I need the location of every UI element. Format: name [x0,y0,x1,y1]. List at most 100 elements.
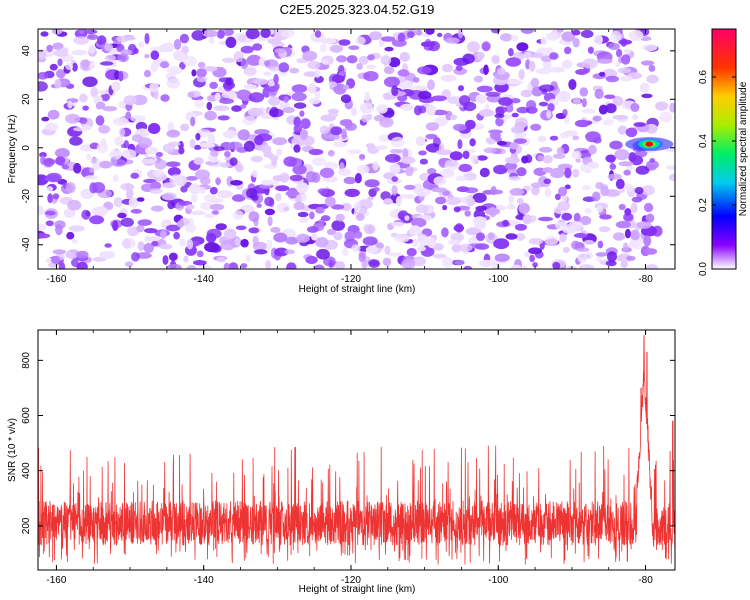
colorbar-tick-label: 0.2 [698,198,709,212]
heatmap-cell [130,208,142,214]
heatmap-cell [92,206,108,217]
heatmap-cell [67,100,73,109]
heatmap-cell [445,159,458,167]
heatmap-cell [415,85,429,91]
heatmap-cell [458,29,463,39]
heatmap-cell [620,75,633,82]
heatmap-cell [180,185,188,193]
heatmap-cell [319,43,327,53]
x-tick-label: -80 [638,274,653,285]
heatmap-cell [469,138,476,147]
heatmap-cell [102,106,118,112]
heatmap-cell [191,30,206,41]
heatmap-cell [514,223,528,231]
heatmap-cell [404,215,410,221]
heatmap-cell [581,98,587,108]
heatmap-cell [39,152,47,158]
snr-frame [37,329,676,571]
heatmap-cell [252,235,259,247]
heatmap-cell [224,151,231,158]
heatmap-cell [237,129,251,141]
heatmap-cell [571,150,582,159]
heatmap-cell [618,161,634,167]
heatmap-cell [278,62,290,73]
heatmap-cell [223,262,230,269]
heatmap-cell [465,227,482,236]
heatmap-cell [100,93,110,102]
heatmap-y-label: Frequency (Hz) [7,115,18,184]
heatmap-cell [507,79,524,85]
heatmap-cell [584,208,592,214]
heatmap-cell [178,238,187,247]
heatmap-cell [221,57,236,64]
heatmap-cell [646,160,659,170]
heatmap-cell [78,29,85,35]
heatmap-cell [72,62,78,72]
heatmap-cell [596,58,613,64]
heatmap-cell [500,33,513,42]
heatmap-cell [203,66,218,72]
heatmap-cell [191,69,197,77]
heatmap-cell [415,29,423,36]
heatmap-cell [582,58,598,69]
heatmap-cell [100,61,114,66]
heatmap-cell [284,249,295,255]
heatmap-cell [373,187,380,192]
heatmap-cell [82,105,89,111]
heatmap-cell [198,264,212,269]
heatmap-cell [579,87,589,97]
heatmap-cell [618,203,626,211]
heatmap-cell [127,226,140,237]
heatmap-cell [38,81,48,92]
heatmap-cell [84,175,98,180]
heatmap-cell [260,29,271,39]
heatmap-cell [588,144,597,155]
heatmap-cell [489,130,501,140]
heatmap-cell [390,136,405,148]
heatmap-cell [604,94,616,100]
heatmap-cell [307,226,319,233]
heatmap-cell [137,219,152,226]
heatmap-cell [63,208,75,219]
heatmap-cell [179,33,189,44]
heatmap-cell [143,69,152,78]
heatmap-cell [380,55,392,66]
heatmap-cell [79,117,88,124]
heatmap-cell [605,75,620,83]
heatmap-cell [509,142,519,150]
heatmap-cell [355,36,366,45]
heatmap-cell [592,136,602,144]
heatmap-cell [364,91,371,102]
heatmap-cell [357,199,373,210]
heatmap-cell [609,163,617,170]
heatmap-cell [458,163,473,173]
heatmap-cell [130,172,139,179]
heatmap-cell [133,48,139,54]
heatmap-cell [99,250,115,260]
heatmap-cell [216,256,226,263]
x-tick-label: -80 [638,575,653,586]
heatmap-cell [510,34,519,42]
heatmap-cell [316,248,330,260]
heatmap-cell [303,71,319,77]
heatmap-cell [184,223,196,233]
heatmap-cell [104,243,112,248]
heatmap-cell [321,215,331,222]
heatmap-cell [261,144,272,154]
heatmap-cell [508,176,521,181]
heatmap-cell [494,113,505,119]
heatmap-cell [442,256,453,268]
heatmap-cell [514,117,529,129]
heatmap-cell [435,196,447,205]
heatmap-cell [97,35,107,46]
heatmap-cell [185,176,198,181]
heatmap-cell [502,219,509,227]
chart-title: C2E5.2025.323.04.52.G19 [280,2,435,17]
heatmap-cell [630,202,638,214]
heatmap-cell [131,251,140,262]
heatmap-cell [375,145,388,151]
heatmap-cell [114,136,124,146]
heatmap-cell [407,31,415,39]
heatmap-cell [573,233,588,238]
heatmap-cell [314,30,322,38]
